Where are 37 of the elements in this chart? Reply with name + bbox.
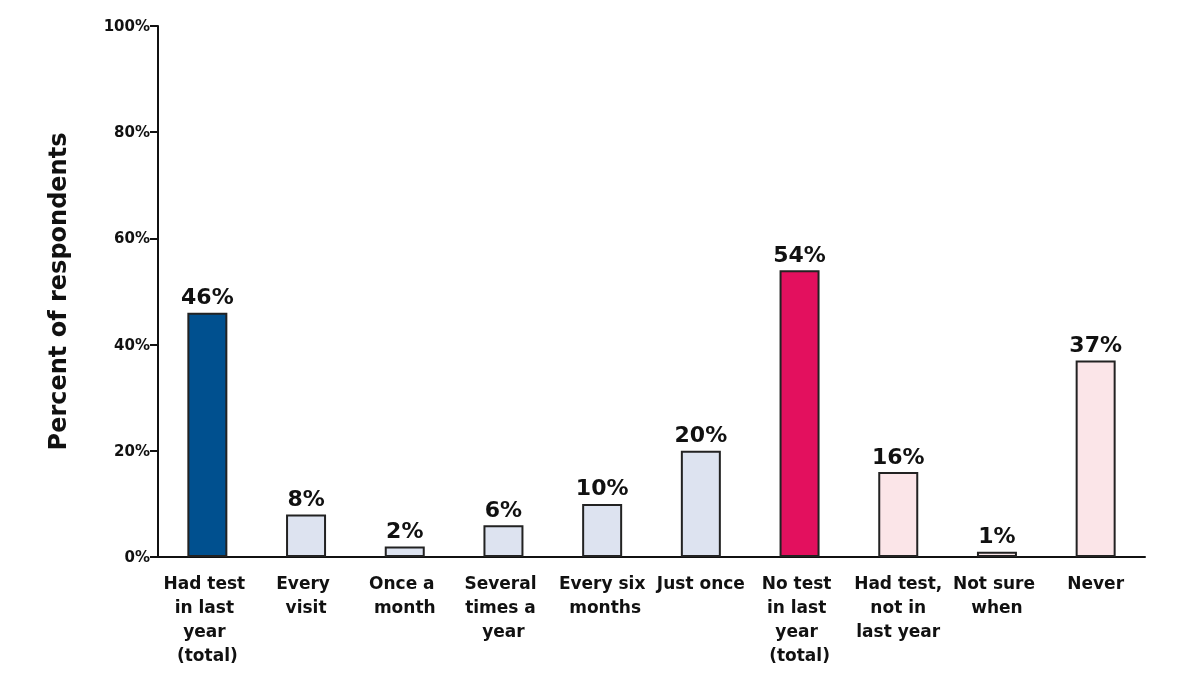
data-label: 20% <box>674 422 728 448</box>
x-tick-label: No test in last year (total) <box>761 573 838 665</box>
y-tick-label: 0% <box>124 548 150 566</box>
y-tick-label: 100% <box>103 17 150 35</box>
bar <box>878 472 919 557</box>
x-tick-label: Once a month <box>369 573 441 617</box>
bar <box>483 525 524 557</box>
y-axis-title: Percent of respondents <box>44 132 72 451</box>
data-label: 10% <box>575 475 629 501</box>
y-tick-label: 20% <box>114 441 150 460</box>
y-tick-label: 80% <box>114 123 150 142</box>
bar <box>187 312 228 557</box>
x-tick-label: Had test, not in last year <box>854 573 943 641</box>
data-label: 37% <box>1069 332 1122 358</box>
bar <box>286 514 327 557</box>
bar <box>384 546 425 557</box>
x-tick-label: Had test in last year (total) <box>163 573 252 665</box>
data-label: 2% <box>386 517 424 543</box>
bar <box>779 270 820 557</box>
data-label: 8% <box>287 486 325 512</box>
bar <box>582 503 623 557</box>
y-tick-label: 60% <box>114 229 150 248</box>
data-label: 1% <box>978 523 1016 549</box>
bar <box>976 551 1017 557</box>
data-label: 16% <box>871 443 925 469</box>
bar <box>1075 360 1116 557</box>
x-tick-label: Not sure when <box>952 573 1041 617</box>
x-tick-label: Never <box>1067 573 1125 593</box>
data-label: 6% <box>484 496 523 522</box>
bar <box>680 450 721 557</box>
x-tick-label: Every visit <box>276 573 336 617</box>
x-tick-label: Just once <box>655 573 745 593</box>
data-label: 54% <box>773 241 826 267</box>
x-tick-label: Every six months <box>558 573 646 617</box>
data-label: 46% <box>181 284 234 310</box>
x-tick-label: Several times a year <box>464 573 543 641</box>
y-tick-label: 40% <box>114 335 150 354</box>
